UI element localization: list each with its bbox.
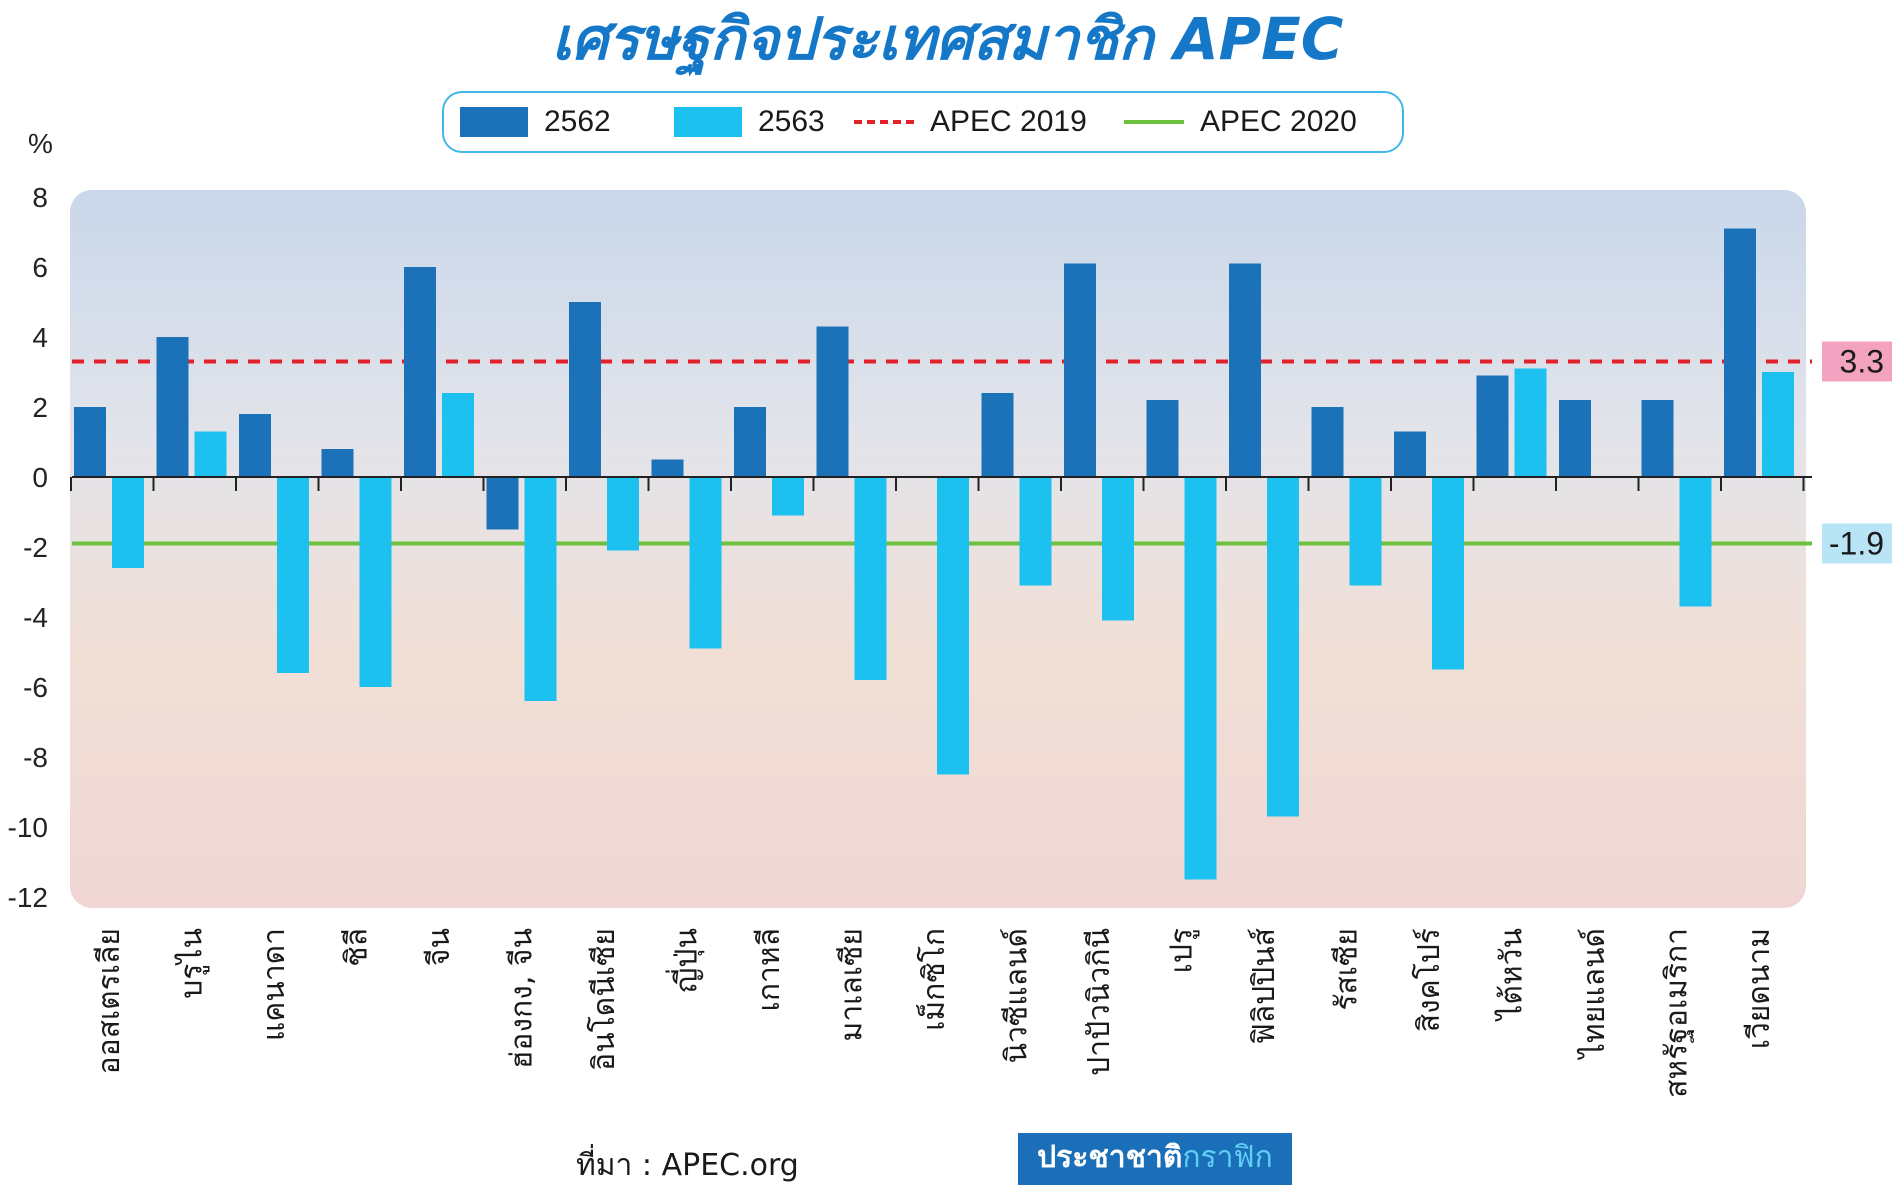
- y-tick-label: 8: [32, 182, 48, 213]
- source-note: ที่มา : APEC.org: [576, 1148, 799, 1183]
- y-unit-label: %: [28, 128, 53, 159]
- x-tick-label: รัสเซีย: [1330, 928, 1365, 1011]
- bar-2563: [1679, 477, 1712, 607]
- x-tick-label: สหรัฐอเมริกา: [1660, 928, 1695, 1098]
- bar-2563: [1514, 368, 1547, 477]
- bar-2563: [1762, 372, 1794, 477]
- x-tick-label: ปาปัวนิวกินี: [1082, 928, 1117, 1076]
- bar-2562: [239, 414, 271, 477]
- bar-2562: [1724, 228, 1756, 477]
- legend-item-apec2020: APEC 2020: [1124, 93, 1357, 151]
- x-tick-label: เม็กซิโก: [915, 928, 952, 1031]
- bar-2563: [607, 477, 639, 551]
- bar-2562: [1064, 263, 1096, 477]
- bar-2562: [569, 302, 601, 477]
- bar-2563: [359, 477, 392, 687]
- bar-2562: [1641, 400, 1674, 477]
- bar-2562: [156, 337, 189, 477]
- y-tick-label: 4: [32, 322, 48, 353]
- x-tick-label: ญี่ปุ่น: [666, 928, 706, 993]
- bar-2563: [1432, 477, 1464, 670]
- reference-value-label: -1.9: [1829, 526, 1884, 562]
- bar-2562: [1311, 407, 1344, 477]
- x-tick-label: ฮ่องกง, จีน: [505, 928, 540, 1069]
- y-tick-label: -8: [23, 742, 48, 773]
- y-tick-label: -6: [23, 672, 48, 703]
- x-tick-label: ไทยแลนด์: [1576, 928, 1612, 1060]
- legend-label-apec2019: APEC 2019: [930, 105, 1087, 138]
- reference-badge: [1822, 523, 1892, 564]
- x-tick-label: ออสเตรเลีย: [92, 928, 127, 1074]
- brand-accent: กราฟิก: [1182, 1140, 1273, 1175]
- legend-label-apec2020: APEC 2020: [1200, 105, 1357, 138]
- reference-value-label: 3.3: [1840, 344, 1884, 380]
- legend-label-2563: 2563: [758, 105, 825, 138]
- chart-title: เศรษฐกิจประเทศสมาชิก APEC: [551, 5, 1344, 73]
- bar-2563: [1102, 477, 1134, 621]
- bar-2563: [112, 477, 144, 568]
- bar-2563: [1349, 477, 1382, 586]
- legend-swatch-apec2020: [1124, 120, 1184, 124]
- legend-swatch-apec2019: [854, 120, 914, 124]
- y-tick-label: 0: [32, 462, 48, 493]
- y-tick-label: -12: [8, 882, 48, 913]
- reference-badge: [1822, 341, 1892, 382]
- x-tick-label: ไต้หวัน: [1494, 928, 1530, 1022]
- x-tick-label: สิงคโปร์: [1411, 928, 1447, 1032]
- x-tick-label: ฟิลิปปินส์: [1247, 928, 1282, 1045]
- bar-2563: [1019, 477, 1052, 586]
- bar-2562: [734, 407, 766, 477]
- x-tick-label: เกาหลี: [752, 928, 787, 1011]
- bar-2562: [1394, 431, 1426, 477]
- brand-main: ประชาชาติ: [1037, 1140, 1183, 1175]
- y-tick-label: 6: [32, 252, 48, 283]
- x-tick-label: จีน: [422, 928, 457, 966]
- legend-label-2562: 2562: [544, 105, 611, 138]
- x-tick-label: ชิลี: [340, 928, 375, 967]
- bar-2563: [1267, 477, 1299, 817]
- legend-item-2563: 2563: [674, 93, 825, 151]
- bar-2562: [981, 393, 1014, 477]
- bar-2562: [651, 459, 684, 477]
- bar-2562: [404, 267, 436, 477]
- bar-2562: [1476, 375, 1509, 477]
- bar-2562: [1559, 400, 1591, 477]
- y-tick-label: 2: [32, 392, 48, 423]
- y-tick-label: -4: [23, 602, 48, 633]
- bar-2562: [486, 477, 519, 530]
- bar-2563: [524, 477, 557, 701]
- bar-2562: [1146, 400, 1179, 477]
- bar-2563: [277, 477, 309, 673]
- bar-2563: [1184, 477, 1217, 880]
- x-tick-label: มาเลเซีย: [835, 928, 870, 1041]
- bar-2563: [442, 393, 474, 477]
- x-tick-label: เวียดนาม: [1742, 928, 1777, 1049]
- bar-2563: [937, 477, 969, 775]
- legend-swatch-2562: [460, 107, 528, 137]
- bar-2563: [194, 431, 227, 477]
- y-tick-label: -2: [23, 532, 48, 563]
- bar-2563: [772, 477, 804, 516]
- bar-2563: [854, 477, 887, 680]
- legend-item-apec2019: APEC 2019: [854, 93, 1087, 151]
- bar-2562: [816, 326, 849, 477]
- legend-item-2562: 2562: [460, 93, 611, 151]
- x-tick-label: แคนาดา: [257, 928, 292, 1041]
- bar-2563: [689, 477, 722, 649]
- legend-swatch-2563: [674, 107, 742, 137]
- legend: 2562 2563 APEC 2019 APEC 2020: [442, 91, 1404, 153]
- x-tick-label: เปรู: [1165, 928, 1200, 973]
- x-tick-label: นิวซีแลนด์: [1000, 928, 1035, 1063]
- bar-2562: [1229, 263, 1261, 477]
- y-tick-label: -10: [8, 812, 48, 843]
- x-tick-label: บรูไน: [174, 928, 210, 999]
- x-tick-label: อินโดนีเซีย: [586, 928, 622, 1071]
- bar-2562: [321, 449, 354, 477]
- brand-badge: ประชาชาติกราฟิก: [1018, 1133, 1292, 1185]
- bar-2562: [74, 407, 106, 477]
